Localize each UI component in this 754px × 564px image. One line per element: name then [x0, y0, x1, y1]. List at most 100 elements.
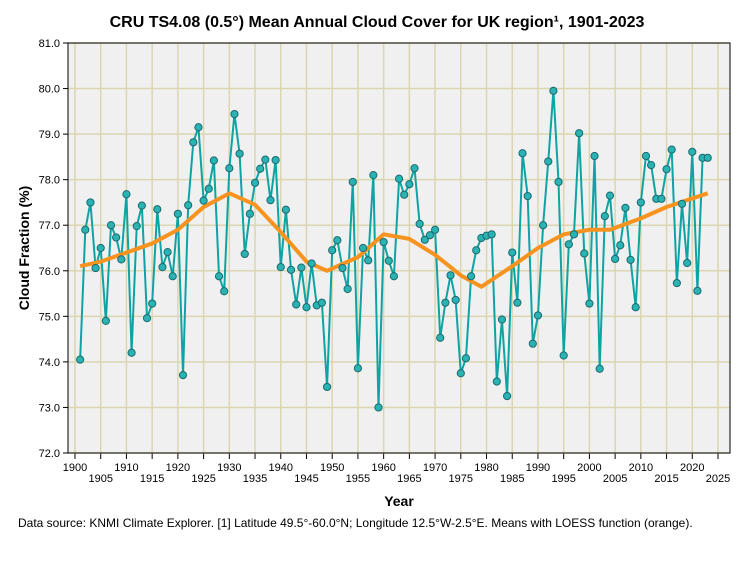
- y-axis-label: Cloud Fraction (%): [16, 186, 32, 310]
- chart-title: CRU TS4.08 (0.5°) Mean Annual Cloud Cove…: [109, 14, 645, 31]
- x-tick-label: 2010: [629, 462, 653, 474]
- data-point: [184, 201, 193, 210]
- data-point: [214, 272, 224, 281]
- data-point: [626, 255, 635, 264]
- data-point: [343, 284, 352, 294]
- data-point: [328, 246, 337, 255]
- data-point: [523, 191, 532, 201]
- data-point: [657, 194, 666, 203]
- data-point: [672, 278, 681, 288]
- x-tick-label: 1980: [474, 462, 498, 474]
- data-point: [487, 230, 496, 239]
- data-point: [250, 178, 260, 187]
- data-point: [647, 160, 656, 170]
- data-point: [204, 184, 213, 193]
- data-point: [173, 209, 182, 218]
- data-point: [456, 369, 465, 378]
- x-tick-label: 1910: [114, 462, 138, 474]
- data-point: [472, 246, 481, 255]
- data-point: [677, 199, 687, 208]
- data-point: [585, 299, 594, 308]
- x-tick-label: 2020: [680, 462, 704, 474]
- plot-background: [68, 43, 730, 453]
- data-point: [621, 203, 630, 213]
- data-point: [466, 272, 476, 281]
- data-point: [631, 303, 640, 312]
- data-point: [703, 153, 712, 162]
- data-point: [384, 256, 393, 265]
- data-point: [148, 299, 157, 308]
- data-point: [436, 333, 445, 342]
- x-tick-label: 2005: [603, 473, 627, 485]
- x-tick-label: 1915: [140, 473, 164, 485]
- data-point: [616, 241, 625, 250]
- x-tick-label: 1995: [551, 473, 575, 485]
- x-tick-label: 1935: [243, 473, 267, 485]
- data-point: [595, 364, 604, 373]
- y-tick-label: 81.0: [39, 38, 60, 50]
- data-point: [394, 174, 404, 183]
- data-point: [333, 236, 342, 245]
- data-point: [400, 190, 409, 199]
- data-point: [369, 171, 378, 180]
- data-point: [112, 233, 121, 242]
- data-point: [533, 311, 543, 320]
- x-tick-label: 1945: [294, 473, 318, 485]
- data-point: [158, 263, 167, 272]
- data-point: [317, 298, 327, 307]
- data-point: [415, 219, 424, 228]
- data-point: [117, 255, 126, 264]
- data-point: [492, 377, 501, 386]
- x-tick-label: 1970: [423, 462, 447, 474]
- x-tick-label: 1965: [397, 473, 421, 485]
- data-point: [286, 265, 296, 274]
- data-point: [302, 303, 311, 312]
- data-point: [245, 209, 254, 218]
- data-point: [518, 149, 527, 158]
- data-source-note: Data source: KNMI Climate Explorer. [1] …: [18, 516, 693, 530]
- x-tick-label: 1900: [63, 462, 87, 474]
- data-point: [575, 129, 584, 138]
- y-tick-label: 74.0: [39, 357, 60, 369]
- data-point: [137, 201, 146, 210]
- data-point: [81, 225, 90, 234]
- data-point: [101, 316, 110, 325]
- x-tick-label: 1955: [346, 473, 370, 485]
- data-point: [96, 243, 105, 253]
- data-point: [539, 221, 548, 230]
- data-point: [410, 164, 419, 173]
- data-point: [106, 221, 116, 230]
- x-tick-label: 1990: [526, 462, 550, 474]
- data-point: [261, 155, 270, 164]
- data-point: [194, 123, 203, 132]
- x-tick-label: 2015: [654, 473, 678, 485]
- data-point: [430, 225, 440, 234]
- data-point: [544, 157, 553, 166]
- data-point: [142, 314, 152, 323]
- data-point: [348, 177, 357, 187]
- data-point: [379, 237, 388, 247]
- x-tick-label: 2000: [577, 462, 601, 474]
- y-tick-label: 73.0: [39, 402, 60, 414]
- data-point: [266, 196, 275, 205]
- data-point: [281, 205, 291, 214]
- data-point: [425, 231, 435, 240]
- data-point: [189, 138, 198, 147]
- data-point: [225, 164, 234, 173]
- data-point: [209, 156, 218, 165]
- data-point: [611, 254, 620, 264]
- data-point: [662, 165, 671, 174]
- data-point: [420, 235, 429, 244]
- data-point: [446, 271, 455, 280]
- y-tick-label: 76.0: [39, 266, 60, 278]
- data-point: [693, 286, 702, 295]
- data-point: [590, 151, 599, 161]
- x-tick-label: 1950: [320, 462, 344, 474]
- x-tick-label: 1940: [269, 462, 293, 474]
- data-point: [528, 339, 537, 348]
- data-point: [132, 222, 141, 231]
- data-point: [600, 212, 609, 221]
- data-point: [374, 403, 383, 412]
- data-point: [688, 147, 697, 156]
